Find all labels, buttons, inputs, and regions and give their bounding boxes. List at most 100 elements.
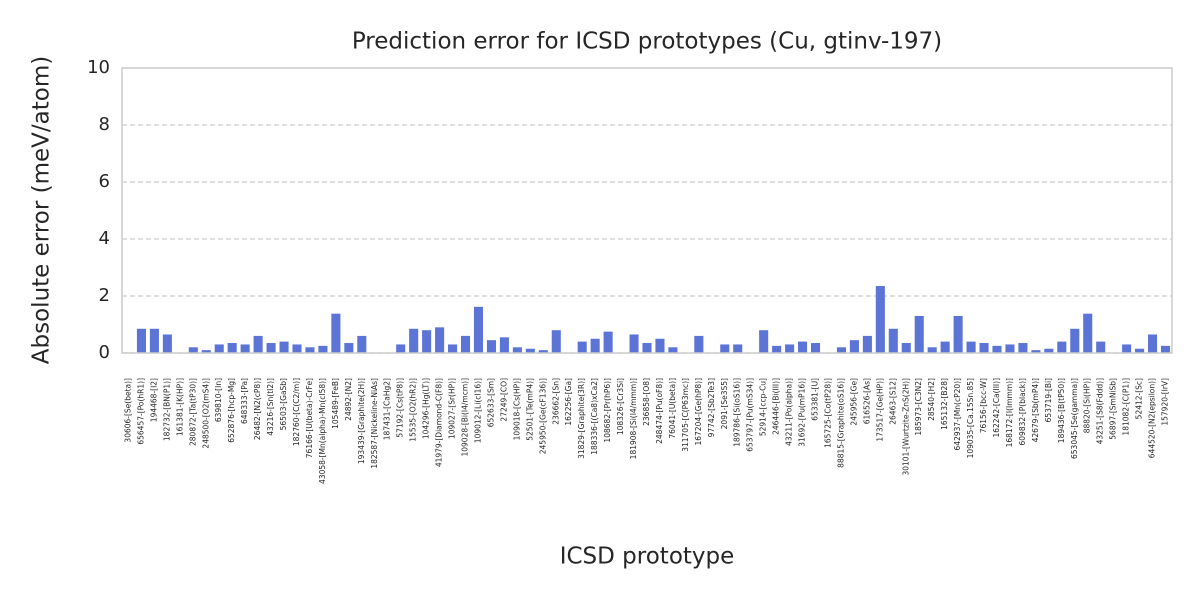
y-tick-label: 0 [99, 342, 110, 363]
x-tick-label: 652633-[Sm] [486, 378, 495, 427]
x-tick-label: 162242-[Ca(III)] [992, 378, 1001, 438]
bar [862, 335, 872, 353]
y-axis-label: Absolute error (meV/atom) [29, 56, 55, 364]
bar [266, 343, 276, 353]
bar [499, 337, 509, 353]
bar [1057, 341, 1067, 353]
bar [435, 327, 445, 353]
x-tick-label: 43216-[Sn(tI2)] [266, 378, 275, 436]
x-tick-label: 653381-[U] [811, 378, 820, 421]
x-tick-label: 56503-[GaSb] [279, 378, 288, 430]
bar [357, 335, 367, 353]
chart-title: Prediction error for ICSD prototypes (Cu… [352, 29, 942, 55]
bar [162, 334, 172, 353]
y-tick-label: 8 [99, 114, 110, 135]
bar [1044, 348, 1054, 353]
x-tick-label: 187431-[CaHg2] [383, 378, 392, 440]
x-tick-label: 52501-[Te(mP4)] [525, 378, 534, 441]
x-tick-label: 185973-[C3N2] [914, 378, 923, 436]
x-tick-label: 109027-[Sr(HP)] [448, 378, 457, 439]
bar [901, 343, 911, 353]
x-tick-label: 245950-[Ge(cF136)] [538, 378, 547, 454]
bar [1018, 343, 1028, 353]
x-tick-label: 644520-[N2(epsilon)] [1148, 378, 1157, 458]
x-tick-label: 24892-[N2] [344, 378, 353, 421]
x-tick-label: 76156-[bcc-W] [979, 378, 988, 433]
x-tick-label: 165725-[Co(tP28)] [823, 378, 832, 448]
x-tick-label: 76041-[U(beta)] [668, 378, 677, 439]
bar [642, 343, 652, 353]
x-tick-label: 236662-[Sn] [551, 378, 560, 425]
x-tick-label: 280872-[Ta(tP30)] [188, 378, 197, 446]
bar [798, 341, 808, 353]
x-tick-label: 109028-[Bi(I4/mcm)] [461, 378, 470, 457]
x-tick-label: 161381-[K(HP)] [175, 378, 184, 436]
x-tick-label: 181082-[C(P1)] [1122, 378, 1131, 436]
x-tick-label: 30606-[Se(beta)] [123, 378, 132, 443]
bar [979, 343, 989, 353]
x-tick-label: 27249-[CO] [499, 378, 508, 422]
bar [149, 328, 159, 353]
bar [279, 341, 289, 353]
bar [1122, 344, 1132, 353]
bar [227, 343, 237, 353]
x-tick-label: 157920-[IrV] [1161, 378, 1170, 426]
bar [590, 338, 600, 353]
bar [953, 315, 963, 353]
plot-frame [121, 67, 1173, 354]
x-tick-label: 52412-[Sc] [1135, 378, 1144, 419]
x-tick-label: 165132-[B28] [940, 378, 949, 430]
bar [292, 344, 302, 353]
x-tick-label: 26482-[N2(cP8)] [253, 378, 262, 440]
x-tick-label: 42679-[Sb(mP4)] [1031, 378, 1040, 442]
bar [785, 344, 795, 353]
bar [525, 348, 535, 353]
x-tick-label: 182760-[C(C2/m)] [292, 378, 301, 446]
bar [733, 344, 743, 353]
x-tick-label: 88815-[Graphite(oS16)] [836, 378, 845, 468]
bar [694, 335, 704, 353]
bar [772, 345, 782, 353]
x-tick-label: 43211-[Po(alpha)] [785, 378, 794, 446]
bar [1083, 313, 1093, 353]
x-tick-label: 311705-[C(P63mc)] [681, 378, 690, 452]
x-tick-label: 193439-[Graphite(2H)] [357, 378, 366, 464]
x-tick-label: 57192-[Cs(tP8)] [396, 378, 405, 438]
x-tick-label: 653797-[Pu(mS34)] [746, 378, 755, 452]
y-tick-label: 2 [99, 285, 110, 306]
x-tick-label: 642937-[Mn(cP20)] [953, 378, 962, 451]
x-tick-label: 105489-[FeB] [331, 378, 340, 429]
x-tick-label: 104296-[Hg(LT)] [422, 378, 431, 439]
x-tick-label: 173517-[Ge(HP)] [875, 378, 884, 442]
x-tick-label: 194468-[I2] [149, 378, 158, 422]
bar [720, 344, 730, 353]
bar [914, 315, 924, 353]
bar [836, 347, 846, 353]
x-tick-label: 653045-[Se(gamma)] [1070, 378, 1079, 459]
bar [1096, 341, 1106, 353]
bar [214, 344, 224, 353]
x-tick-label: 189436-[B(tP50)] [1057, 378, 1066, 443]
x-tick-label: 41979-[Diamond-C(F8)] [435, 378, 444, 467]
bar [486, 340, 496, 353]
bar [512, 347, 522, 353]
x-tick-label: 52914-[ccp-Cu] [759, 378, 768, 436]
x-tick-label: 639810-[In] [214, 378, 223, 422]
bar [1148, 334, 1158, 353]
x-tick-label: 236858-[O8] [642, 378, 651, 426]
bar [1005, 344, 1015, 353]
x-tick-label: 245956-[Ge] [849, 378, 858, 426]
x-tick-label: 653719-[Bi] [1044, 378, 1053, 422]
bar [253, 335, 263, 353]
x-tick-label: 248474-[Pu(oF8)] [655, 378, 664, 444]
bar [1070, 328, 1080, 353]
x-tick-label: 648333-[Pa] [240, 378, 249, 424]
bar [305, 347, 315, 353]
bar [331, 313, 341, 353]
x-tick-label: 162256-[Ga] [564, 378, 573, 426]
x-tick-label: 15535-[O2(hR2)] [409, 378, 418, 442]
x-tick-label: 97742-[Sb2Te3] [707, 378, 716, 437]
bar [655, 338, 665, 353]
bar [1135, 348, 1145, 353]
